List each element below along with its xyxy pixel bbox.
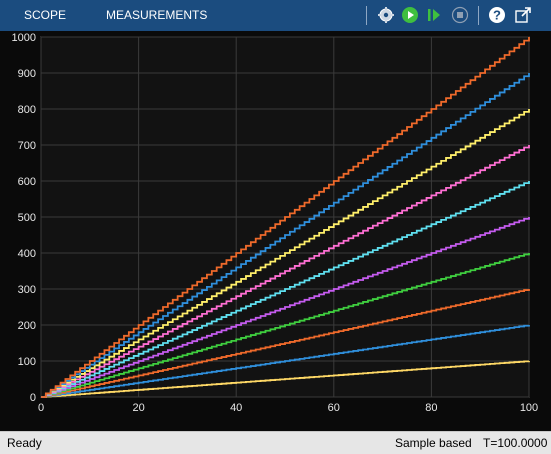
grid-lines xyxy=(40,36,530,398)
y-tick-label: 300 xyxy=(18,284,36,296)
signal-line-4 xyxy=(41,253,530,398)
signal-lines xyxy=(41,37,530,398)
y-axis-tick-labels: 0 100 200 300 400 500 600 700 800 900 1000 xyxy=(12,32,36,404)
svg-text:?: ? xyxy=(493,8,501,23)
y-tick-label: 100 xyxy=(18,356,36,368)
y-tick-label: 0 xyxy=(30,392,36,404)
y-tick-label: 800 xyxy=(18,104,36,116)
x-tick-label: 100 xyxy=(520,402,538,414)
signal-line-7 xyxy=(41,145,530,398)
settings-gear-icon xyxy=(378,7,394,23)
x-tick-label: 60 xyxy=(328,402,340,414)
status-time-text: T=100.0000 xyxy=(483,436,548,450)
signal-line-6 xyxy=(41,181,530,398)
signal-line-10 xyxy=(41,37,530,398)
toolbar-separator xyxy=(478,6,479,25)
signal-line-1 xyxy=(41,360,530,398)
run-icon xyxy=(402,7,418,23)
y-tick-label: 1000 xyxy=(12,32,36,44)
run-button[interactable] xyxy=(400,5,420,25)
x-tick-label: 40 xyxy=(230,402,242,414)
y-tick-label: 700 xyxy=(18,140,36,152)
tab-measurements[interactable]: MEASUREMENTS xyxy=(106,8,208,22)
x-axis-tick-labels: 0 20 40 60 80 100 xyxy=(38,402,538,414)
y-tick-label: 500 xyxy=(18,212,36,224)
settings-button[interactable] xyxy=(376,5,396,25)
status-ready-text: Ready xyxy=(7,436,42,450)
status-bar: Ready Sample based T=100.0000 xyxy=(0,431,551,454)
scope-plot[interactable]: 0 100 200 300 400 500 600 700 800 900 1000 0 20 40 60… xyxy=(0,31,551,431)
help-button[interactable]: ? xyxy=(487,5,507,25)
x-tick-label: 20 xyxy=(132,402,144,414)
undock-button[interactable] xyxy=(513,5,533,25)
step-forward-icon xyxy=(428,9,440,21)
toolbar-separator xyxy=(366,6,367,25)
y-tick-label: 400 xyxy=(18,248,36,260)
x-tick-label: 0 xyxy=(38,402,44,414)
scope-toolstrip: SCOPE MEASUREMENTS xyxy=(0,0,551,31)
x-tick-label: 80 xyxy=(425,402,437,414)
help-icon: ? xyxy=(489,7,505,23)
signal-line-9 xyxy=(41,73,530,398)
signal-line-2 xyxy=(41,324,530,398)
signal-line-8 xyxy=(41,109,530,398)
signal-line-5 xyxy=(41,217,530,398)
signal-line-3 xyxy=(41,289,530,398)
stop-icon xyxy=(451,6,469,24)
scope-plot-area[interactable]: 0 100 200 300 400 500 600 700 800 900 1000 0 20 40 60… xyxy=(0,31,551,431)
stop-button[interactable] xyxy=(450,5,470,25)
y-tick-label: 600 xyxy=(18,176,36,188)
status-mode-text: Sample based xyxy=(395,436,472,450)
tab-scope[interactable]: SCOPE xyxy=(24,8,67,22)
y-tick-label: 900 xyxy=(18,68,36,80)
y-tick-label: 200 xyxy=(18,320,36,332)
step-forward-button[interactable] xyxy=(424,5,444,25)
undock-icon xyxy=(515,7,531,23)
